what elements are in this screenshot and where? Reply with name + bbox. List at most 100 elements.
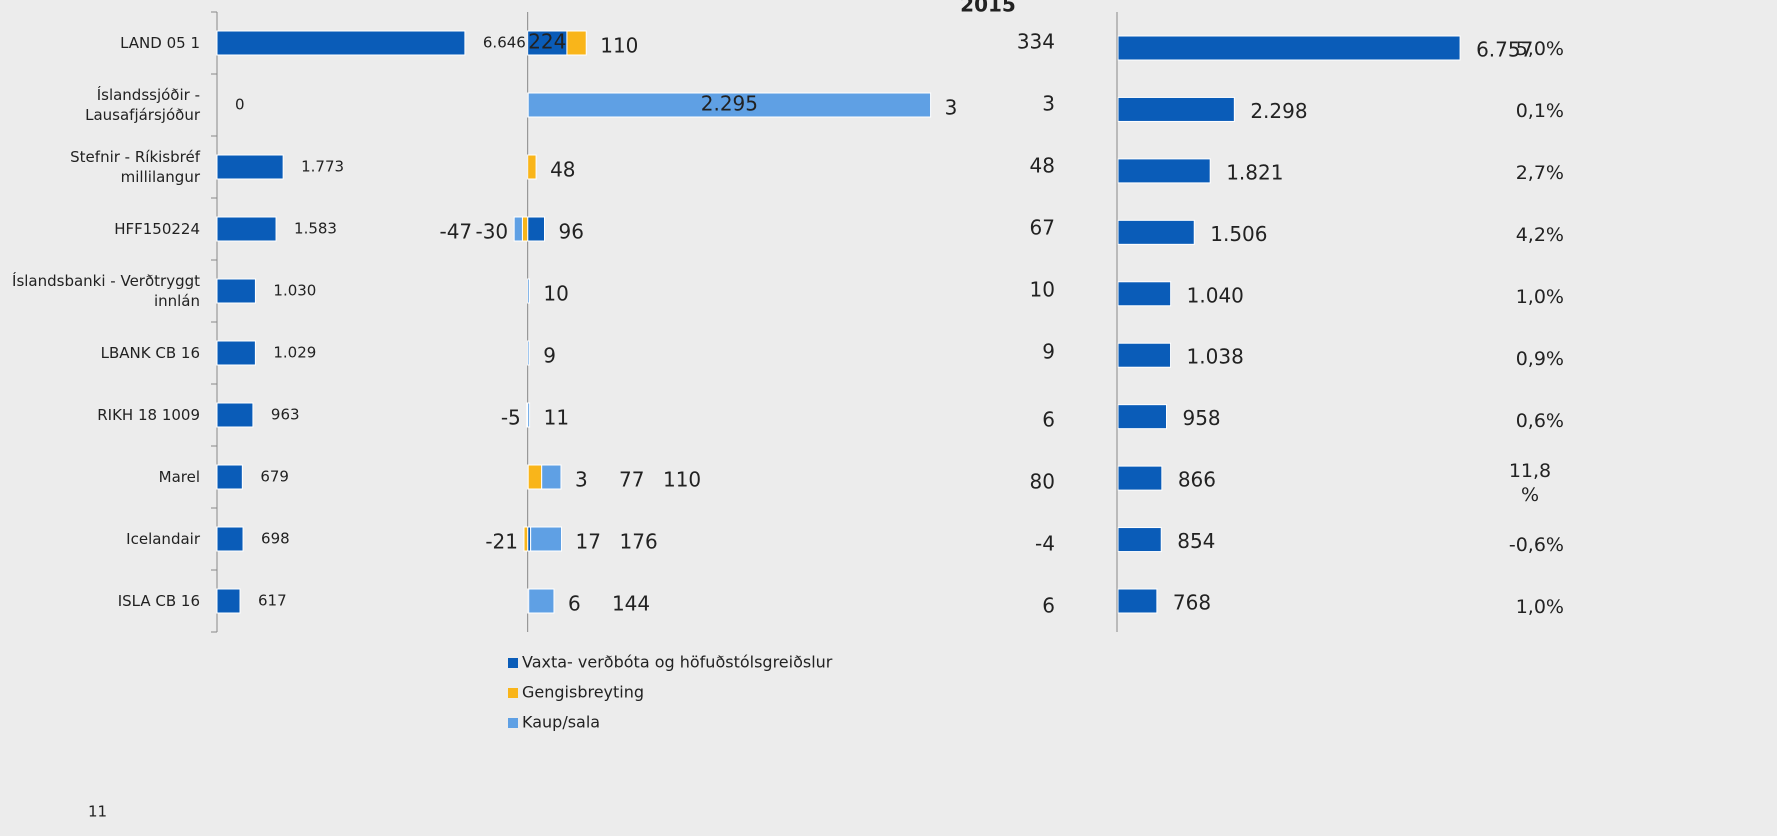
percentage: 1,0%	[1515, 286, 1564, 308]
legend-swatch	[508, 688, 518, 698]
value-label: 1.821	[1226, 160, 1283, 184]
value-label: 958	[1182, 406, 1220, 430]
percentage: 5,0%	[1515, 38, 1564, 60]
value-label: 6.646	[483, 34, 526, 52]
value-label: 77	[619, 468, 644, 492]
value-label: 48	[550, 158, 575, 182]
value-label: 3	[945, 96, 958, 120]
value-label: -5	[501, 406, 521, 430]
bar-segment	[527, 216, 545, 242]
value-label: 110	[663, 468, 701, 492]
category-label: Stefnir - Ríkisbréf millilangur	[70, 148, 200, 186]
value-label: -30	[475, 220, 508, 244]
category-label: Icelandair	[126, 530, 200, 548]
category-label: HFF150224	[114, 220, 200, 238]
value-label: 96	[558, 220, 583, 244]
value-label: 224	[528, 30, 566, 54]
value-label: 963	[271, 406, 300, 424]
bar-segment	[527, 464, 543, 490]
value-label: -21	[485, 530, 518, 554]
bar	[216, 588, 241, 614]
value-label: 617	[258, 592, 287, 610]
bar-segment	[530, 526, 563, 552]
value-label: 9	[543, 344, 556, 368]
bar	[1117, 35, 1461, 61]
bar	[1117, 219, 1195, 245]
value-label: 110	[600, 34, 638, 58]
bar	[216, 340, 256, 366]
title: 2015	[960, 0, 1016, 17]
bar	[216, 30, 466, 56]
total: 10	[1030, 278, 1055, 302]
bar	[216, 154, 284, 180]
value-label: 1.583	[294, 220, 337, 238]
percentage: 0,6%	[1515, 410, 1564, 432]
value-label: 17	[576, 530, 601, 554]
bar	[1117, 342, 1172, 368]
percentage: 2,7%	[1515, 162, 1564, 184]
legend-label: Gengisbreyting	[522, 683, 644, 702]
bar	[216, 402, 254, 428]
value-label: 768	[1173, 591, 1211, 615]
bar-segment	[528, 588, 555, 614]
legend-swatch	[508, 718, 518, 728]
category-label: Íslandsbanki - Verðtryggt innlán	[12, 272, 200, 310]
percentage: 0,1%	[1515, 100, 1564, 122]
percentage: 11,8 %	[1508, 460, 1552, 506]
category-label: ISLA CB 16	[117, 592, 200, 610]
value-label: 6.757	[1476, 38, 1533, 62]
value-label: 866	[1178, 468, 1216, 492]
value-label: 1.029	[273, 344, 316, 362]
total: 9	[1042, 340, 1055, 364]
percentage: -0,6%	[1508, 534, 1564, 556]
value-label: -47	[439, 220, 472, 244]
legend-label: Vaxta- verðbóta og höfuðstólsgreiðslur	[522, 653, 833, 672]
bar-segment	[527, 278, 530, 304]
bar	[216, 464, 243, 490]
value-label: 679	[260, 468, 289, 486]
value-label: 854	[1177, 529, 1215, 553]
value-label: 11	[544, 406, 569, 430]
percentage: 4,2%	[1515, 224, 1564, 246]
category-label: LAND 05 1	[120, 34, 200, 52]
bar-segment	[527, 154, 537, 180]
bar-segment	[566, 30, 587, 56]
bar-segment	[527, 340, 530, 366]
value-label: 0	[235, 96, 245, 114]
bar	[1117, 281, 1172, 307]
value-label: 1.773	[301, 158, 344, 176]
category-label: RIKH 18 1009	[97, 406, 200, 424]
value-label: 2.298	[1250, 99, 1307, 123]
value-label: 10	[543, 282, 568, 306]
total: 67	[1030, 216, 1055, 240]
legend-label: Kaup/sala	[522, 713, 600, 732]
value-label: 1.038	[1187, 345, 1244, 369]
total: 48	[1030, 154, 1055, 178]
value-label: 176	[620, 530, 658, 554]
value-label: 3	[575, 468, 588, 492]
bar-segment	[527, 92, 932, 118]
bar	[216, 278, 256, 304]
bar	[1117, 588, 1158, 614]
value-label: 1.040	[1187, 283, 1244, 307]
percentage: 0,9%	[1515, 348, 1564, 370]
percentage: 1,0%	[1515, 596, 1564, 618]
bar	[1117, 96, 1235, 122]
bar	[1117, 527, 1162, 553]
bar-segment	[527, 30, 568, 56]
bar-segment	[541, 464, 562, 490]
page-number: 11	[88, 803, 107, 821]
value-label: 6	[568, 592, 581, 616]
bar-segment	[513, 216, 523, 242]
bar	[1117, 465, 1163, 491]
category-label: LBANK CB 16	[100, 344, 200, 362]
value-label: 1.506	[1210, 222, 1267, 246]
total: 80	[1030, 470, 1055, 494]
bar	[216, 526, 244, 552]
total: 3	[1042, 92, 1055, 116]
bar-segment	[521, 216, 529, 242]
bar	[1117, 158, 1211, 184]
value-label: 1.030	[273, 282, 316, 300]
